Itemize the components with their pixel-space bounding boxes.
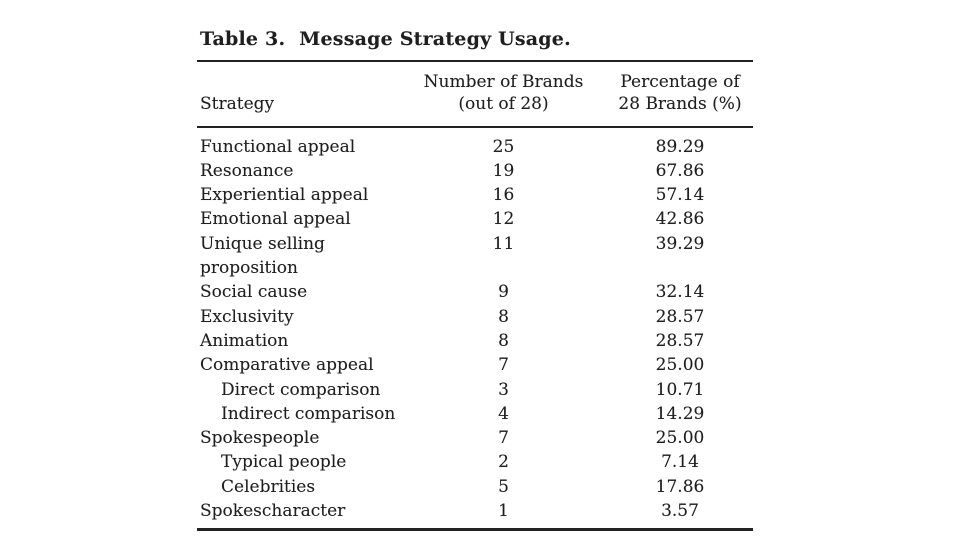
brands-cell: 5 (498, 476, 509, 497)
brands-cell: 8 (498, 306, 509, 327)
table-header-row: Strategy Number of Brands (out of 28) Pe… (197, 62, 753, 126)
table-row: Unique selling proposition 11 39.29 (197, 232, 753, 281)
brands-cell: 16 (492, 185, 515, 206)
strategy-cell-sub: Typical people (221, 452, 347, 473)
pct-cell: 10.71 (655, 379, 705, 400)
bottom-rule (197, 528, 753, 531)
pct-cell: 32.14 (655, 282, 705, 303)
pct-cell: 42.86 (655, 209, 705, 230)
brands-cell: 19 (492, 160, 515, 181)
strategy-cell: Unique selling proposition (200, 233, 325, 279)
table-caption: Message Strategy Usage. (299, 28, 571, 50)
pct-cell: 17.86 (655, 476, 705, 497)
strategy-cell-sub: Direct comparison (221, 379, 381, 400)
brands-cell: 2 (498, 452, 509, 473)
brands-cell: 11 (492, 233, 515, 254)
strategy-cell: Social cause (200, 282, 308, 303)
table-row: Functional appeal 25 89.29 (197, 135, 753, 159)
brands-cell: 3 (498, 379, 509, 400)
table-row: Spokescharacter 1 3.57 (197, 499, 753, 523)
table-row: Spokespeople 7 25.00 (197, 426, 753, 450)
brands-cell: 12 (492, 209, 515, 230)
message-strategy-table: Table 3. Message Strategy Usage. Strategy… (197, 26, 753, 531)
strategy-cell: Animation (200, 330, 289, 351)
strategy-cell: Functional appeal (200, 136, 356, 157)
pct-cell: 67.86 (655, 160, 705, 181)
pct-cell: 39.29 (655, 233, 705, 254)
strategy-cell: Emotional appeal (200, 209, 351, 230)
header-number-of-brands: Number of Brands (out of 28) (400, 71, 607, 115)
pct-cell: 28.57 (655, 330, 705, 351)
brands-cell: 7 (498, 428, 509, 449)
header-rule (197, 126, 753, 128)
header-percentage-line2: 28 Brands (%) (618, 94, 742, 114)
strategy-cell: Spokespeople (200, 428, 320, 449)
header-strategy: Strategy (200, 94, 275, 114)
table-row: Direct comparison 3 10.71 (197, 378, 753, 402)
table-number-label: Table 3. (200, 28, 286, 50)
table-row: Emotional appeal 12 42.86 (197, 207, 753, 231)
pct-cell: 57.14 (655, 185, 705, 206)
brands-cell: 8 (498, 330, 509, 351)
pct-cell: 89.29 (655, 136, 705, 157)
header-percentage-line1: Percentage of (620, 72, 740, 92)
table-row: Social cause 9 32.14 (197, 280, 753, 304)
pct-cell: 14.29 (655, 403, 705, 424)
table-row: Animation 8 28.57 (197, 329, 753, 353)
brands-cell: 1 (498, 501, 509, 522)
brands-cell: 4 (498, 403, 509, 424)
table-row: Indirect comparison 4 14.29 (197, 402, 753, 426)
pct-cell: 3.57 (661, 501, 699, 522)
table-row: Comparative appeal 7 25.00 (197, 353, 753, 377)
brands-cell: 7 (498, 355, 509, 376)
top-rule (197, 60, 753, 62)
strategy-cell: Spokescharacter (200, 501, 346, 522)
header-percentage: Percentage of 28 Brands (%) (607, 71, 753, 115)
strategy-cell-sub: Celebrities (221, 476, 316, 497)
table-title: Table 3. Message Strategy Usage. (197, 26, 753, 52)
table-row: Experiential appeal 16 57.14 (197, 183, 753, 207)
strategy-cell: Exclusivity (200, 306, 294, 327)
pct-cell: 25.00 (655, 355, 705, 376)
header-number-of-brands-line1: Number of Brands (423, 72, 584, 92)
table-row: Celebrities 5 17.86 (197, 475, 753, 499)
table-row: Exclusivity 8 28.57 (197, 305, 753, 329)
table-row: Resonance 19 67.86 (197, 159, 753, 183)
strategy-cell: Comparative appeal (200, 355, 374, 376)
pct-cell: 25.00 (655, 428, 705, 449)
pct-cell: 28.57 (655, 306, 705, 327)
table-row: Typical people 2 7.14 (197, 450, 753, 474)
brands-cell: 25 (492, 136, 515, 157)
strategy-cell-sub: Indirect comparison (221, 403, 396, 424)
header-number-of-brands-line2: (out of 28) (458, 94, 549, 114)
pct-cell: 7.14 (661, 452, 699, 473)
strategy-cell: Resonance (200, 160, 294, 181)
brands-cell: 9 (498, 282, 509, 303)
table-body: Functional appeal 25 89.29 Resonance 19 … (197, 128, 753, 527)
strategy-cell: Experiential appeal (200, 185, 369, 206)
